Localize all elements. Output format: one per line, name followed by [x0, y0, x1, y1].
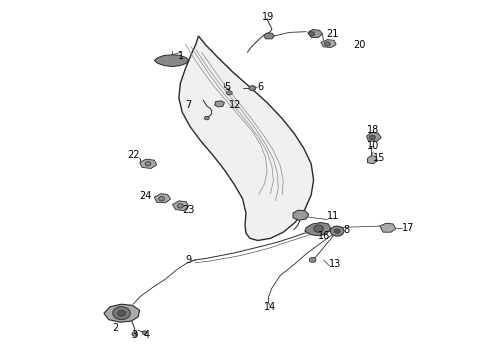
Polygon shape	[154, 55, 189, 67]
Text: 24: 24	[140, 191, 152, 201]
Text: 15: 15	[373, 153, 386, 163]
Text: 4: 4	[143, 330, 149, 340]
Text: 2: 2	[112, 323, 118, 333]
Circle shape	[334, 229, 340, 233]
Circle shape	[113, 307, 130, 320]
Polygon shape	[380, 223, 396, 232]
Circle shape	[226, 91, 232, 95]
Polygon shape	[140, 159, 157, 168]
Text: 9: 9	[185, 255, 191, 265]
Circle shape	[118, 310, 125, 316]
Text: 3: 3	[132, 330, 138, 340]
Polygon shape	[321, 40, 336, 48]
Polygon shape	[308, 30, 322, 37]
Polygon shape	[215, 101, 224, 107]
Circle shape	[145, 162, 151, 166]
Circle shape	[330, 226, 344, 236]
Polygon shape	[104, 304, 140, 322]
Polygon shape	[367, 132, 381, 141]
Text: 18: 18	[368, 125, 379, 135]
Circle shape	[177, 204, 183, 208]
Circle shape	[369, 135, 375, 140]
Circle shape	[132, 332, 138, 336]
Text: 22: 22	[127, 150, 140, 160]
Polygon shape	[154, 194, 171, 203]
Text: 1: 1	[178, 51, 184, 61]
Circle shape	[142, 331, 147, 334]
Text: 20: 20	[353, 40, 365, 50]
Circle shape	[204, 116, 209, 120]
Text: 21: 21	[326, 29, 338, 39]
Polygon shape	[293, 210, 309, 220]
Text: 19: 19	[263, 12, 274, 22]
Text: 6: 6	[257, 82, 264, 92]
Circle shape	[159, 197, 165, 201]
Text: 23: 23	[182, 204, 195, 215]
Text: 17: 17	[402, 222, 414, 233]
Text: 5: 5	[224, 82, 230, 92]
Polygon shape	[179, 36, 314, 240]
Text: 14: 14	[265, 302, 277, 312]
Polygon shape	[305, 222, 331, 236]
Circle shape	[309, 32, 315, 36]
Polygon shape	[368, 156, 377, 164]
Text: 13: 13	[329, 258, 342, 269]
Text: 8: 8	[343, 225, 349, 235]
Circle shape	[324, 42, 330, 46]
Polygon shape	[172, 201, 189, 211]
Text: 16: 16	[318, 231, 330, 241]
Circle shape	[309, 257, 316, 262]
Text: 10: 10	[368, 141, 379, 151]
Circle shape	[314, 225, 323, 232]
Text: 11: 11	[327, 211, 340, 221]
Circle shape	[249, 86, 256, 91]
Polygon shape	[264, 33, 274, 39]
Text: 7: 7	[185, 100, 191, 110]
Text: 12: 12	[229, 100, 242, 110]
